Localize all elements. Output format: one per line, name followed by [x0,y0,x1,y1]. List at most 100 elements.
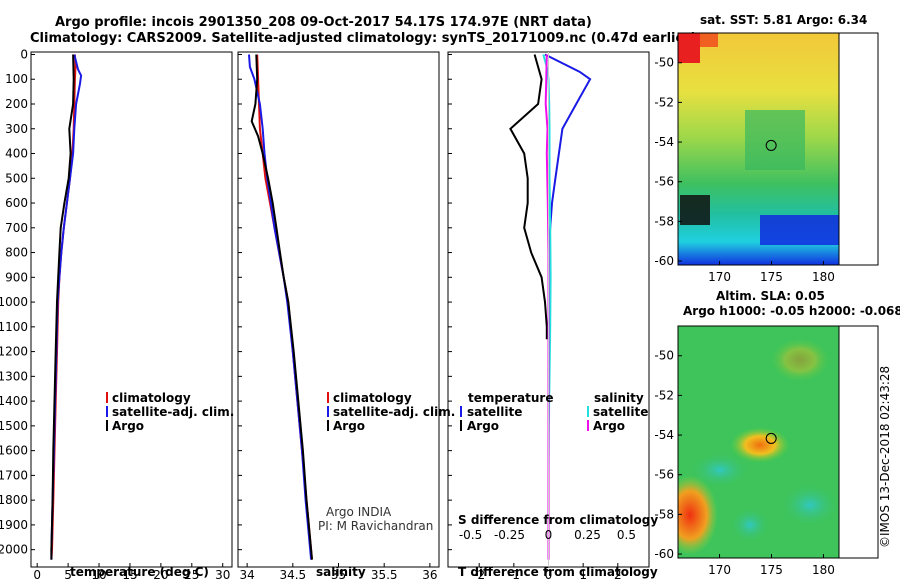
temperature-series [50,54,83,560]
map-y-tick-label: -56 [654,468,674,482]
depth-tick-label: 1300 [0,369,28,383]
map-x-tick-label: 180 [812,563,835,577]
x-tick-label: 2 [614,568,622,580]
legend-label-satellite: satellite-adj. clim. [333,405,455,419]
x-tick-label: 25 [184,568,199,580]
sla-heatmap [678,326,839,558]
series-line-satellite-adj-clim- [50,54,83,560]
legend-swatch-t-argo [460,420,462,431]
depth-axis: 0 100 200 300 400 500 600 700 800 900 1000 1100 1200… [0,47,452,557]
map-y-tick-label: -50 [654,349,674,363]
legend-label-satellite: satellite-adj. clim. [112,405,234,419]
x-tick-label: 35 [331,568,346,580]
sst-map-axes: 170 175 180 -50 -52 -54 -56 -58 -60 [654,56,834,284]
series-line-climatology [50,54,77,560]
depth-tick-label: 800 [5,246,28,260]
map-y-tick-label: -56 [654,175,674,189]
sla-argo-position-marker [765,432,777,444]
difference-legend: temperature salinity satellite Argo sate… [460,391,648,433]
x-tick-label: 0 [33,568,41,580]
legend-label-climatology: climatology [112,391,191,405]
map-y-tick-label: -60 [654,547,674,561]
legend-label-s-argo: Argo [593,419,625,433]
depth-tick-label: 1100 [0,320,28,334]
depth-tick-label: 1900 [0,518,28,532]
depth-tick-label: 900 [5,270,28,284]
series-line-argo [250,54,313,560]
legend-swatch-climatology [327,392,329,403]
depth-tick-label: 1200 [0,345,28,359]
sst-heatmap [678,33,839,265]
sst-argo-position-marker [765,139,777,151]
depth-tick-label: 400 [5,147,28,161]
salinity-xlabel: salinity [316,565,366,579]
x-tick-label: 1 [579,568,587,580]
legend-label-s-satellite: satellite [593,405,648,419]
legend-swatch-climatology [106,392,108,403]
legend-swatch-argo [106,420,108,431]
temperature-x-axis: 0 5 10 15 20 25 30 [33,563,230,580]
depth-tick-label: 200 [5,97,28,111]
depth-tick-label: 300 [5,122,28,136]
sla-warm-edge [678,475,718,555]
map-x-tick-label: 175 [760,270,783,284]
series-line-temperature-argo [509,54,548,340]
legend-swatch-argo [327,420,329,431]
sst-map-title: sat. SST: 5.81 Argo: 6.34 [700,13,867,27]
x-tick-label: 34 [239,568,254,580]
x-tick-label: 5 [64,568,72,580]
x-tick-label: 10 [91,568,106,580]
sla-warm-patch-3 [770,338,830,382]
s-tick-label: 0 [545,528,553,542]
map-x-tick-label: 170 [708,270,731,284]
figure-title-line1: Argo profile: incois 2901350_208 09-Oct-… [55,15,592,30]
sla-map-title: Altim. SLA: 0.05 [716,289,825,303]
sla-cool-eddy-3 [730,507,770,543]
salinity-annotation-line1: Argo INDIA [326,505,392,519]
depth-tick-label: 1000 [0,295,28,309]
difference-xlabel-top: S difference from climatology [458,513,658,527]
salinity-series [248,54,313,560]
x-tick-label: 15 [122,568,137,580]
map-y-tick-label: -50 [654,56,674,70]
sst-missing-patch [680,195,710,225]
series-line-temperature-satellite [544,53,592,253]
x-tick-label: 20 [153,568,168,580]
map-x-tick-label: 180 [812,270,835,284]
legend-label-t-satellite: satellite [467,405,522,419]
imos-credit: ©IMOS 13-Dec-2018 02:43:28 [878,366,892,548]
legend-label-climatology: climatology [333,391,412,405]
legend-label-argo: Argo [333,419,365,433]
x-tick-label: 34.5 [279,568,306,580]
series-line-argo [50,54,75,560]
map-y-tick-label: -54 [654,428,674,442]
x-tick-label: -1 [508,568,520,580]
x-tick-label: 36 [422,568,437,580]
s-tick-label: -0.5 [459,528,482,542]
sst-map-right-frame [838,32,879,266]
sla-map-right-frame [838,325,879,559]
depth-tick-label: 2000 [0,543,28,557]
map-x-tick-label: 175 [760,563,783,577]
s-tick-label: -0.25 [494,528,525,542]
legend-title-salinity: salinity [594,391,644,405]
depth-tick-label: 500 [5,171,28,185]
sst-warm-patch-2 [700,33,718,47]
map-y-tick-label: -52 [654,95,674,109]
depth-tick-label: 1400 [0,394,28,408]
depth-tick-label: 1700 [0,468,28,482]
sst-cold-patch [760,215,839,245]
salinity-difference-ticks: -0.5 -0.25 0 0.25 0.5 [459,528,636,542]
temperature-panel-frame [30,51,233,568]
sla-map-subtitle: Argo h1000: -0.05 h2000: -0.068 [683,304,900,318]
s-tick-label: 0.25 [574,528,601,542]
sla-map-axes: 170 175 180 -50 -52 -54 -56 -58 -60 [654,349,834,577]
salinity-panel-frame [237,51,440,568]
difference-xlabel: T difference from climatology [458,565,658,579]
x-tick-label: 30 [215,568,230,580]
legend-swatch-s-argo [587,420,589,431]
series-line-satellite-adj-clim- [248,54,313,560]
legend-swatch-satellite [106,406,108,417]
salinity-x-axis: 34 34.5 35 35.5 36 [239,563,438,580]
map-y-tick-label: -60 [654,254,674,268]
